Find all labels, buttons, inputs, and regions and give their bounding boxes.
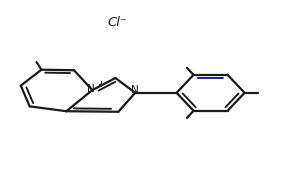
Text: N: N (87, 84, 95, 94)
Text: Cl⁻: Cl⁻ (108, 16, 127, 29)
Text: N: N (131, 85, 139, 95)
Text: +: + (97, 80, 104, 89)
